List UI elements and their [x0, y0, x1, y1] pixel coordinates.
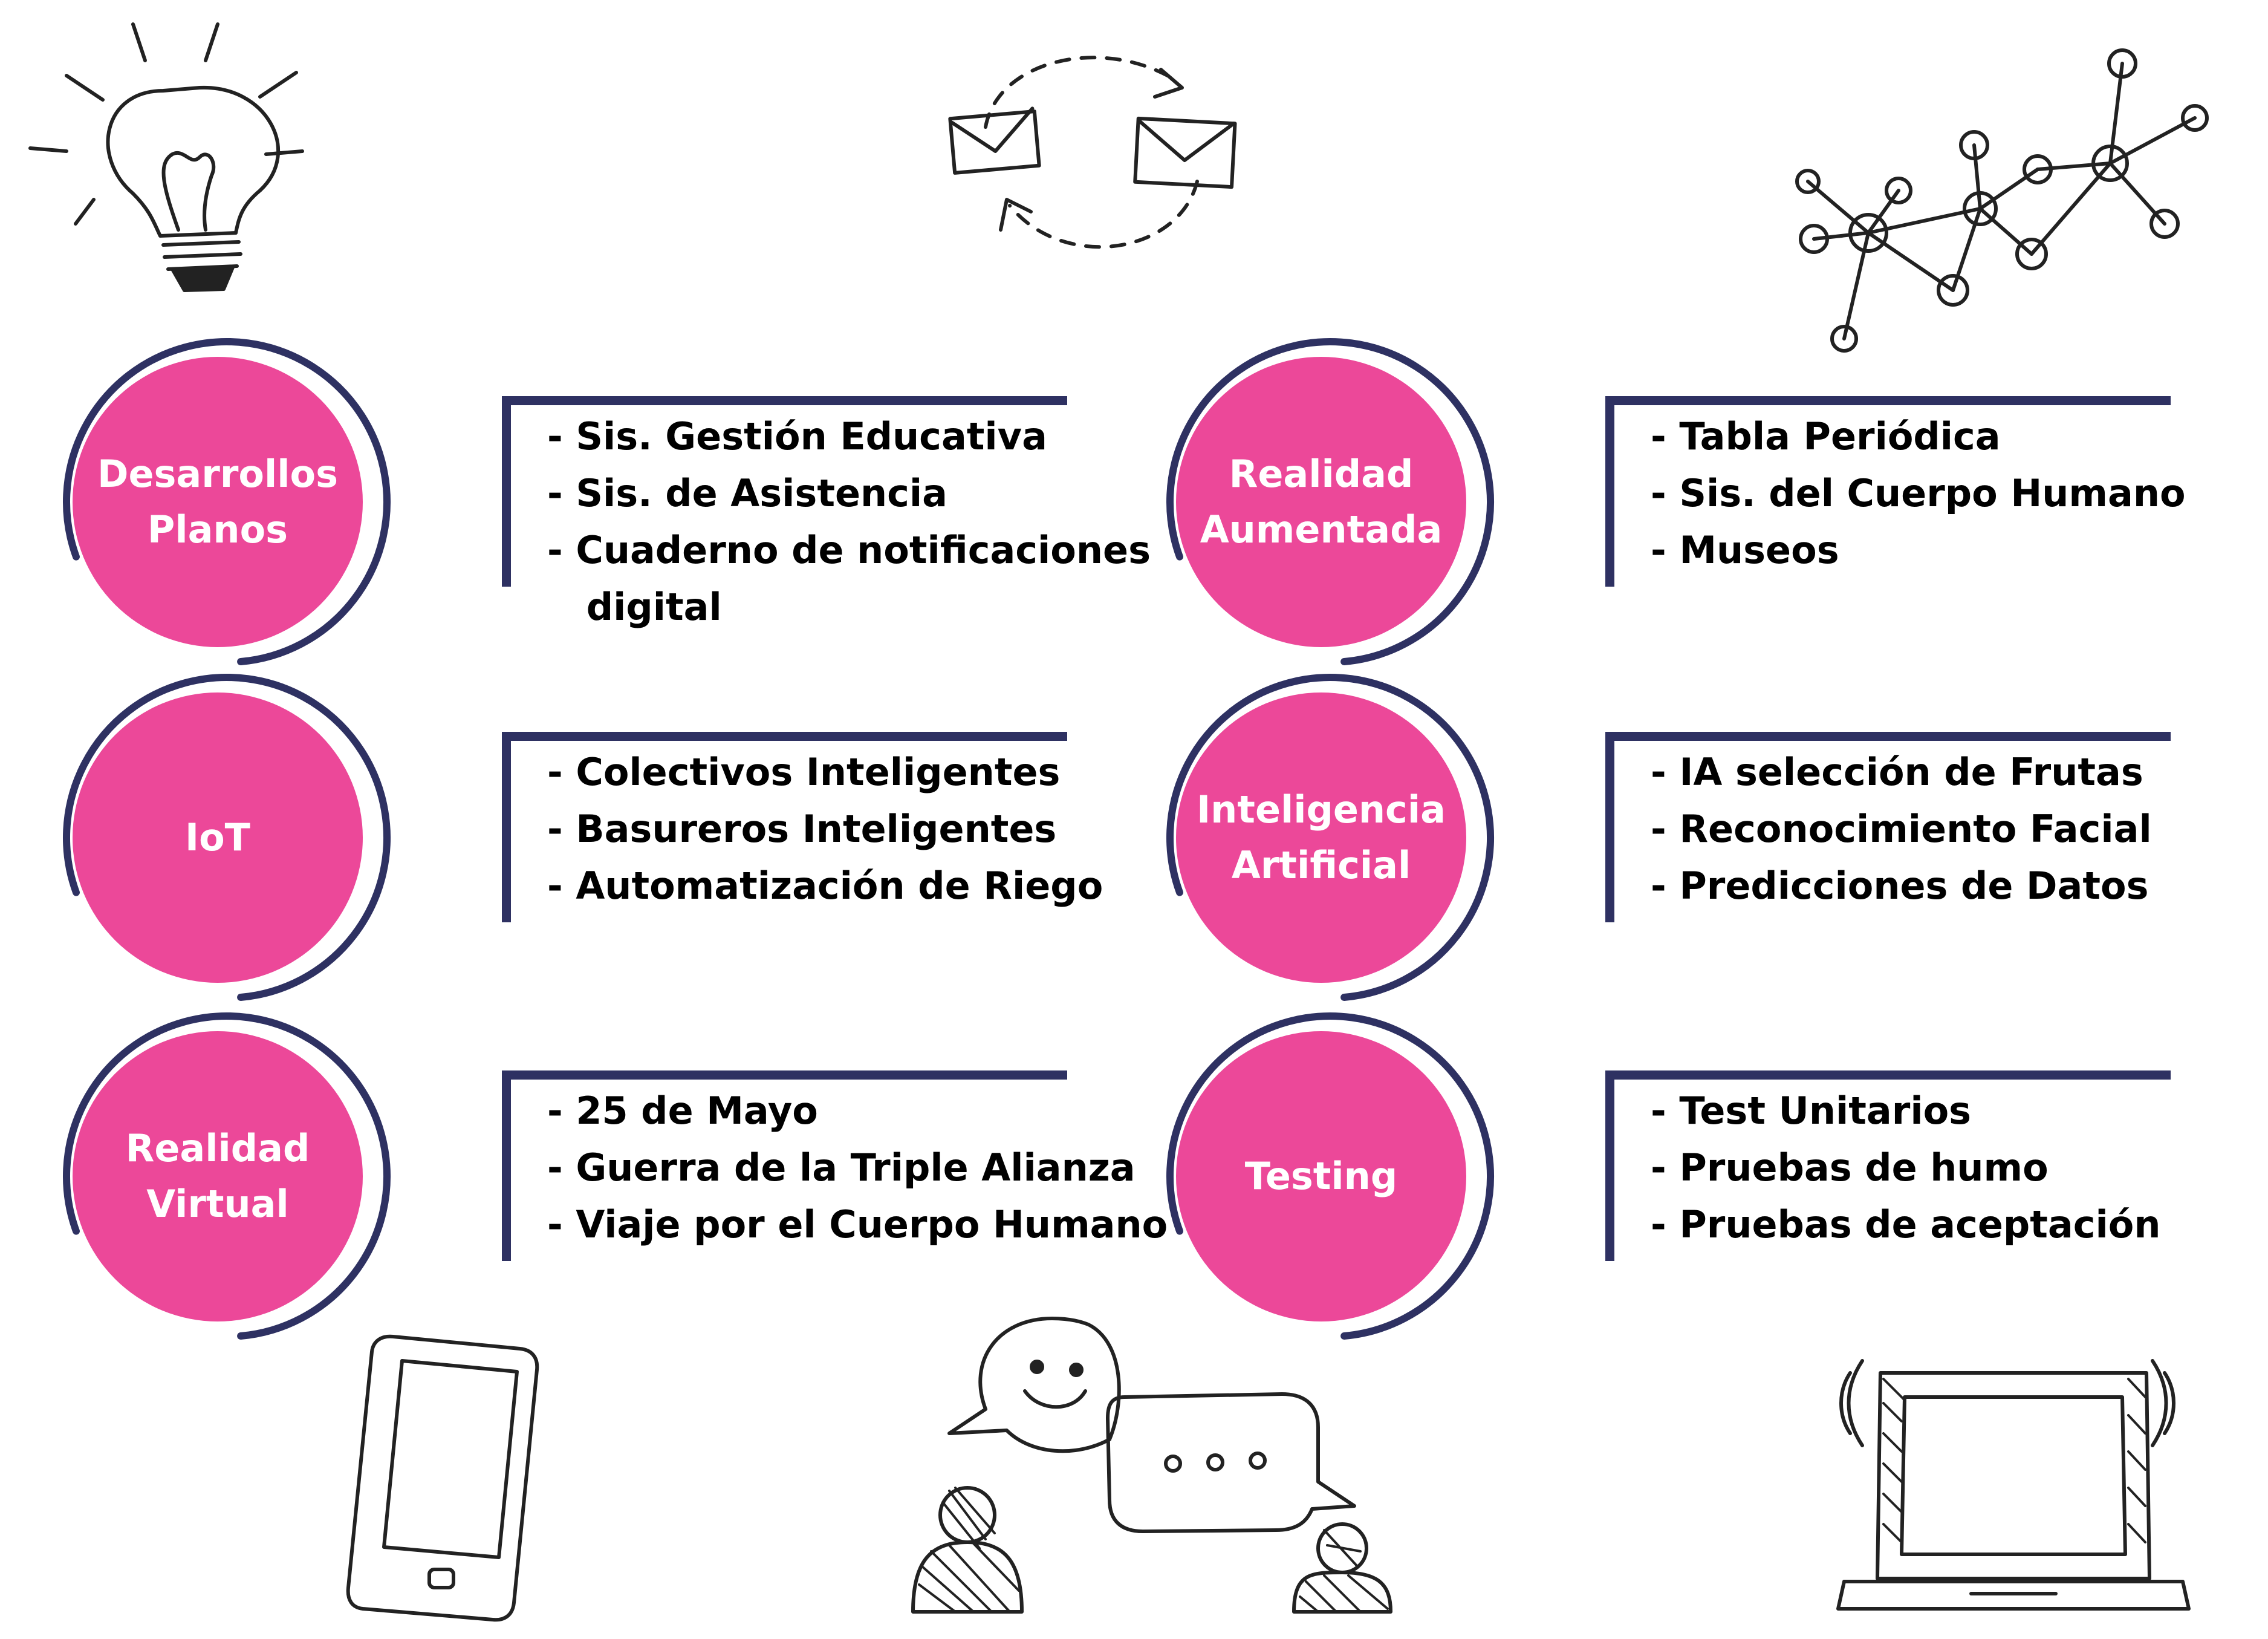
topic-circle-iot: IoT: [73, 692, 363, 983]
topic-ring-iot: [63, 674, 391, 1001]
topic-bracket: [1605, 1070, 2171, 1261]
list-item: - Basureros Inteligentes: [547, 807, 1057, 851]
topic-bracket: [502, 732, 1067, 922]
topic-item-list: - 25 de Mayo - Guerra de la Triple Alianz…: [547, 1083, 1168, 1253]
list-item: - Reconocimiento Facial: [1651, 807, 2152, 851]
topic-title: Inteligencia Artificial: [1197, 787, 1446, 887]
topic-circle-realidad-aumentada: Realidad Aumentada: [1176, 357, 1466, 647]
topic-title: Realidad Aumentada: [1200, 452, 1443, 552]
topic-title: IoT: [185, 815, 250, 859]
topic-title: Testing: [1244, 1154, 1398, 1198]
topic-circle-realidad-virtual: Realidad Virtual: [73, 1031, 363, 1321]
topic-ring-testing: [1166, 1012, 1494, 1340]
topic-item-list: - Colectivos Inteligentes - Basureros Int…: [547, 744, 1103, 914]
topic-ring-realidad-virtual: [63, 1012, 391, 1340]
list-item: - Viaje por el Cuerpo Humano: [547, 1202, 1168, 1246]
list-item: - Sis. Gestión Educativa: [547, 414, 1047, 458]
topic-ring-inteligencia-artificial: [1166, 674, 1494, 1001]
topic-bracket: [1605, 396, 2171, 587]
smartphone-icon: [346, 1334, 539, 1622]
list-item: - Tabla Periódica: [1651, 414, 2001, 458]
laptop-icon: [1836, 1359, 2191, 1611]
topic-item-list: - Test Unitarios - Pruebas de humo - Prueb…: [1651, 1083, 2160, 1253]
topic-title: Desarrollos Planos: [97, 452, 338, 552]
list-item: - Pruebas de humo: [1651, 1145, 2049, 1190]
topic-circle-desarrollos-planos: Desarrollos Planos: [73, 357, 363, 647]
list-item: - 25 de Mayo: [547, 1089, 818, 1133]
topic-bracket: [502, 396, 1067, 587]
topic-item-list: - Sis. Gestión Educativa - Sis. de Asiste…: [547, 408, 1151, 636]
topic-bracket: [1605, 732, 2171, 922]
list-item: - Pruebas de aceptación: [1651, 1202, 2161, 1246]
topic-circle-inteligencia-artificial: Inteligencia Artificial: [1176, 692, 1466, 983]
topic-bracket: [502, 1070, 1067, 1261]
topic-title: Realidad Virtual: [125, 1126, 310, 1226]
topic-item-list: - Tabla Periódica - Sis. del Cuerpo Human…: [1651, 408, 2186, 579]
email-exchange-icon: [948, 56, 1237, 249]
topic-ring-desarrollos-planos: [63, 338, 391, 665]
list-item: - Colectivos Inteligentes: [547, 750, 1061, 794]
chat-people-icon: [911, 1317, 1392, 1614]
topic-circle-testing: Testing: [1176, 1031, 1466, 1321]
network-icon: [1795, 48, 2209, 353]
list-item: - Cuaderno de notificaciones digital: [547, 528, 1151, 629]
list-item: - Museos: [1651, 528, 1839, 572]
topic-ring-realidad-aumentada: [1166, 338, 1494, 665]
list-item: - IA selección de Frutas: [1651, 750, 2143, 794]
list-item: - Test Unitarios: [1651, 1089, 1972, 1133]
list-item: - Sis. del Cuerpo Humano: [1651, 471, 2186, 515]
list-item: - Guerra de la Triple Alianza: [547, 1145, 1136, 1190]
list-item: - Automatización de Riego: [547, 864, 1103, 908]
list-item: - Predicciones de Datos: [1651, 864, 2149, 908]
list-item: - Sis. de Asistencia: [547, 471, 947, 515]
lightbulb-icon: [28, 22, 304, 292]
topic-item-list: - IA selección de Frutas - Reconocimiento…: [1651, 744, 2152, 914]
